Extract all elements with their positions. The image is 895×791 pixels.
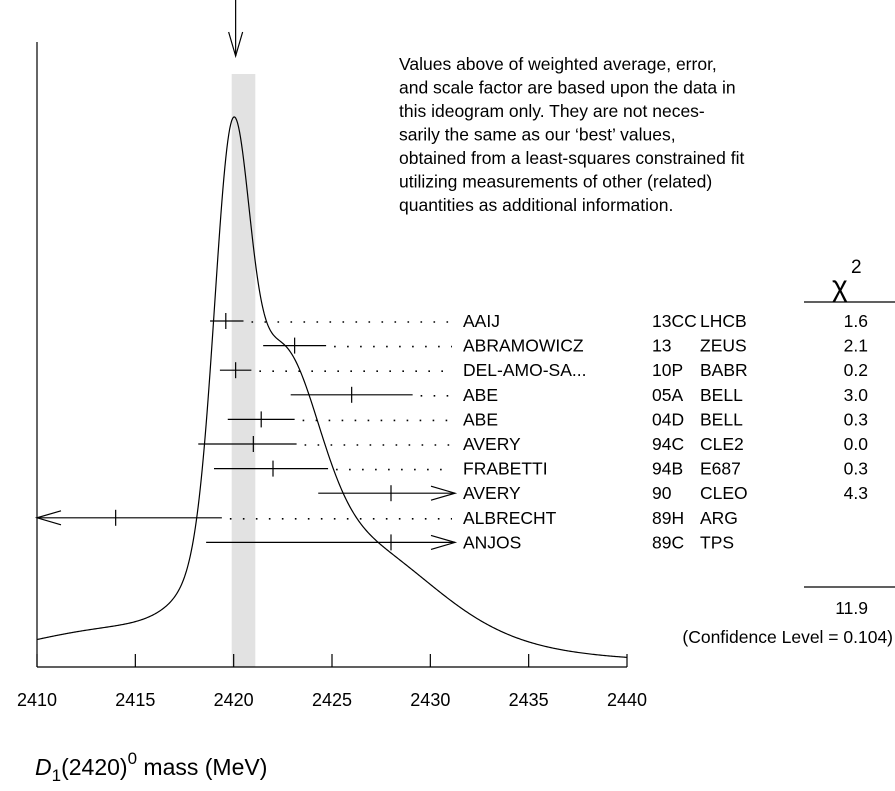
author-label-2: DEL-AMO-SA... bbox=[463, 360, 587, 380]
note-line-3: sarily the same as our ‘best’ values, bbox=[399, 125, 676, 145]
x-axis-label-superscript: 0 bbox=[128, 749, 137, 768]
note-line-0: Values above of weighted average, error, bbox=[399, 54, 717, 74]
right-arrow-9 bbox=[430, 534, 458, 550]
experiment-label-0: LHCB bbox=[700, 311, 747, 331]
x-tick-label-2440: 2440 bbox=[607, 690, 647, 710]
experiment-label-6: E687 bbox=[700, 459, 741, 479]
year-label-2: 10P bbox=[652, 360, 683, 380]
right-arrow-7 bbox=[430, 485, 458, 501]
experiment-label-3: BELL bbox=[700, 385, 743, 405]
author-label-0: AAIJ bbox=[463, 311, 500, 331]
x-tick-label-2435: 2435 bbox=[509, 690, 549, 710]
x-axis-label-argument: (2420) bbox=[61, 754, 127, 780]
note-line-4: obtained from a least-squares constraine… bbox=[399, 148, 744, 168]
x-axis-label-subscript: 1 bbox=[52, 766, 61, 785]
chi2-value-1: 2.1 bbox=[844, 336, 868, 356]
note-line-5: utilizing measurements of other (related… bbox=[399, 172, 712, 192]
experiment-label-2: BABR bbox=[700, 360, 748, 380]
author-label-4: ABE bbox=[463, 409, 498, 429]
experiment-label-4: BELL bbox=[700, 409, 743, 429]
x-axis-label-rest: mass (MeV) bbox=[137, 754, 267, 780]
chi2-total: 11.9 bbox=[835, 598, 868, 618]
year-label-4: 04D bbox=[652, 409, 684, 429]
author-label-9: ANJOS bbox=[463, 532, 521, 552]
chi2-value-4: 0.3 bbox=[844, 409, 868, 429]
ideogram-curve-layer bbox=[36, 116, 628, 658]
confidence-level: (Confidence Level = 0.104) bbox=[682, 627, 893, 647]
author-label-3: ABE bbox=[463, 385, 498, 405]
average-arrow-head bbox=[228, 31, 244, 59]
year-label-0: 13CC bbox=[652, 311, 697, 331]
x-tick-label-2430: 2430 bbox=[410, 690, 450, 710]
experiment-label-1: ZEUS bbox=[700, 336, 747, 356]
x-tick-label-2425: 2425 bbox=[312, 690, 352, 710]
chi2-value-6: 0.3 bbox=[844, 459, 868, 479]
note-line-1: and scale factor are based upon the data… bbox=[399, 78, 736, 98]
x-tick-label-2415: 2415 bbox=[115, 690, 155, 710]
left-arrow-8 bbox=[34, 510, 62, 526]
year-label-5: 94C bbox=[652, 434, 684, 454]
axes-layer bbox=[36, 0, 895, 668]
year-label-1: 13 bbox=[652, 336, 671, 356]
experiment-label-7: CLEO bbox=[700, 483, 748, 503]
text-layer: 2410 2415 2420 2425 2430 2435 2440 AAIJ 13CC LHCB… bbox=[17, 54, 893, 785]
experiment-label-9: TPS bbox=[700, 532, 734, 552]
x-tick-label-2410: 2410 bbox=[17, 690, 57, 710]
chi2-value-3: 3.0 bbox=[844, 385, 869, 405]
author-label-6: FRABETTI bbox=[463, 459, 548, 479]
experiment-label-5: CLE2 bbox=[700, 434, 744, 454]
chi2-symbol: χ bbox=[832, 270, 848, 303]
chi2-value-0: 1.6 bbox=[844, 311, 868, 331]
year-label-3: 05A bbox=[652, 385, 683, 405]
author-label-8: ALBRECHT bbox=[463, 508, 557, 528]
year-label-7: 90 bbox=[652, 483, 672, 503]
author-label-1: ABRAMOWICZ bbox=[463, 336, 584, 356]
author-label-5: AVERY bbox=[463, 434, 521, 454]
chi2-value-7: 4.3 bbox=[844, 483, 868, 503]
year-label-6: 94B bbox=[652, 459, 683, 479]
chi2-value-5: 0.0 bbox=[844, 434, 869, 454]
x-tick-label-2420: 2420 bbox=[214, 690, 254, 710]
x-axis-label: D1(2420)0 mass (MeV) bbox=[35, 749, 267, 785]
experiment-label-8: ARG bbox=[700, 508, 738, 528]
measurement-rows-layer bbox=[34, 313, 458, 551]
author-label-7: AVERY bbox=[463, 483, 521, 503]
note-line-6: quantities as additional information. bbox=[399, 195, 673, 215]
year-label-9: 89C bbox=[652, 532, 684, 552]
year-label-8: 89H bbox=[652, 508, 684, 528]
x-axis-label-symbol: D bbox=[35, 754, 52, 780]
note-line-2: this ideogram only. They are not neces- bbox=[399, 101, 705, 121]
ideogram-curve bbox=[36, 116, 628, 658]
chi2-superscript: 2 bbox=[851, 257, 862, 278]
chi2-value-2: 0.2 bbox=[844, 360, 868, 380]
